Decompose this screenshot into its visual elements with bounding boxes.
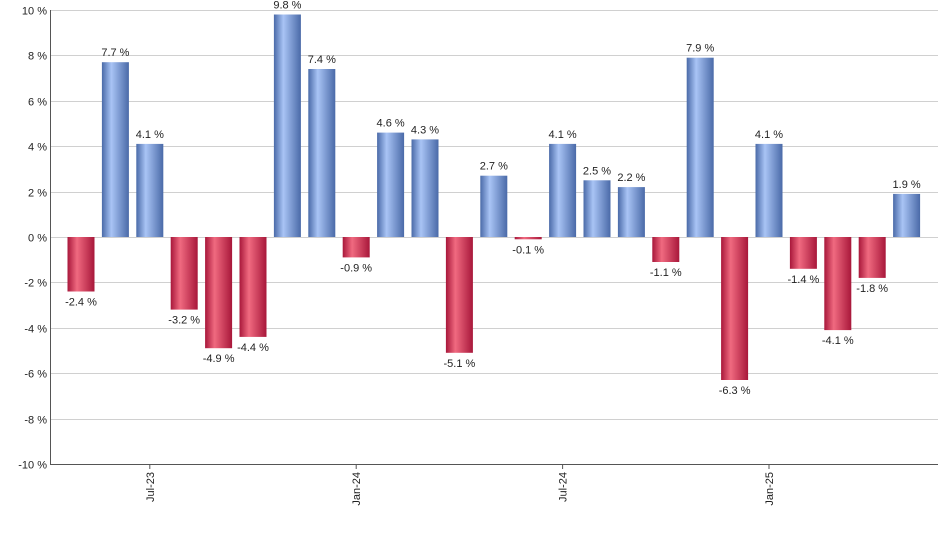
bar xyxy=(377,132,405,237)
bar xyxy=(480,175,508,237)
y-tick-label: 8 % xyxy=(28,51,47,63)
y-tick-label: -4 % xyxy=(24,324,47,336)
data-label: -4.9 % xyxy=(203,353,235,365)
y-tick-label: 4 % xyxy=(28,142,47,154)
bar xyxy=(101,62,129,238)
data-label: -3.2 % xyxy=(168,315,200,327)
y-tick-label: 6 % xyxy=(28,97,47,109)
bar xyxy=(617,187,645,237)
data-label: -1.1 % xyxy=(650,267,682,279)
data-label: 2.2 % xyxy=(617,172,645,184)
data-label: -4.4 % xyxy=(237,342,269,354)
bar xyxy=(411,139,439,237)
bar xyxy=(273,14,301,237)
data-label: 4.3 % xyxy=(411,124,439,136)
data-label: 4.1 % xyxy=(136,129,164,141)
data-label: 2.5 % xyxy=(583,165,611,177)
bar xyxy=(686,57,714,238)
x-tick-label: Jan-25 xyxy=(764,472,776,506)
bar xyxy=(514,237,542,240)
y-tick-label: 10 % xyxy=(22,6,47,18)
y-tick-label: -8 % xyxy=(24,415,47,427)
bar xyxy=(445,237,473,353)
data-label: -4.1 % xyxy=(822,335,854,347)
bar xyxy=(308,69,336,237)
bar xyxy=(583,180,611,238)
data-label: 7.9 % xyxy=(686,43,714,55)
data-label: -1.8 % xyxy=(856,283,888,295)
bars xyxy=(67,14,921,380)
bar xyxy=(893,193,921,237)
data-label: -5.1 % xyxy=(444,358,476,370)
data-label: -0.1 % xyxy=(512,244,544,256)
bar xyxy=(652,237,680,262)
data-label: 2.7 % xyxy=(480,161,508,173)
x-tick-label: Jul-24 xyxy=(558,472,570,502)
x-tick-label: Jul-23 xyxy=(145,472,157,502)
data-label: -6.3 % xyxy=(719,385,751,397)
data-label: 7.4 % xyxy=(308,54,336,66)
labels: 10 % 8 % 6 % 4 % 2 % 0 % -2 % -4 % -6 % -8 % -10 %… xyxy=(18,0,921,506)
data-label: -1.4 % xyxy=(788,274,820,286)
data-label: 4.1 % xyxy=(755,129,783,141)
bar xyxy=(239,237,267,337)
y-tick-label: -6 % xyxy=(24,369,47,381)
data-label: 7.7 % xyxy=(101,47,129,59)
data-label: -2.4 % xyxy=(65,297,97,309)
x-tick-label: Jan-24 xyxy=(351,472,363,506)
bar xyxy=(549,143,577,237)
y-tick-label: 2 % xyxy=(28,188,47,200)
data-label: 1.9 % xyxy=(893,179,921,191)
bar xyxy=(67,237,95,292)
bar xyxy=(342,237,370,258)
bar xyxy=(136,143,164,237)
bar xyxy=(721,237,749,380)
y-tick-label: 0 % xyxy=(28,233,47,245)
y-tick-label: -2 % xyxy=(24,278,47,290)
bar xyxy=(789,237,817,269)
bar xyxy=(170,237,198,310)
data-label: 4.1 % xyxy=(549,129,577,141)
y-tick-label: -10 % xyxy=(18,460,47,472)
axes xyxy=(50,10,938,469)
bar xyxy=(205,237,233,349)
bar xyxy=(755,143,783,237)
data-label: -0.9 % xyxy=(340,262,372,274)
bar xyxy=(858,237,886,278)
data-label: 4.6 % xyxy=(377,118,405,130)
data-label: 9.8 % xyxy=(273,0,301,12)
bar xyxy=(824,237,852,331)
